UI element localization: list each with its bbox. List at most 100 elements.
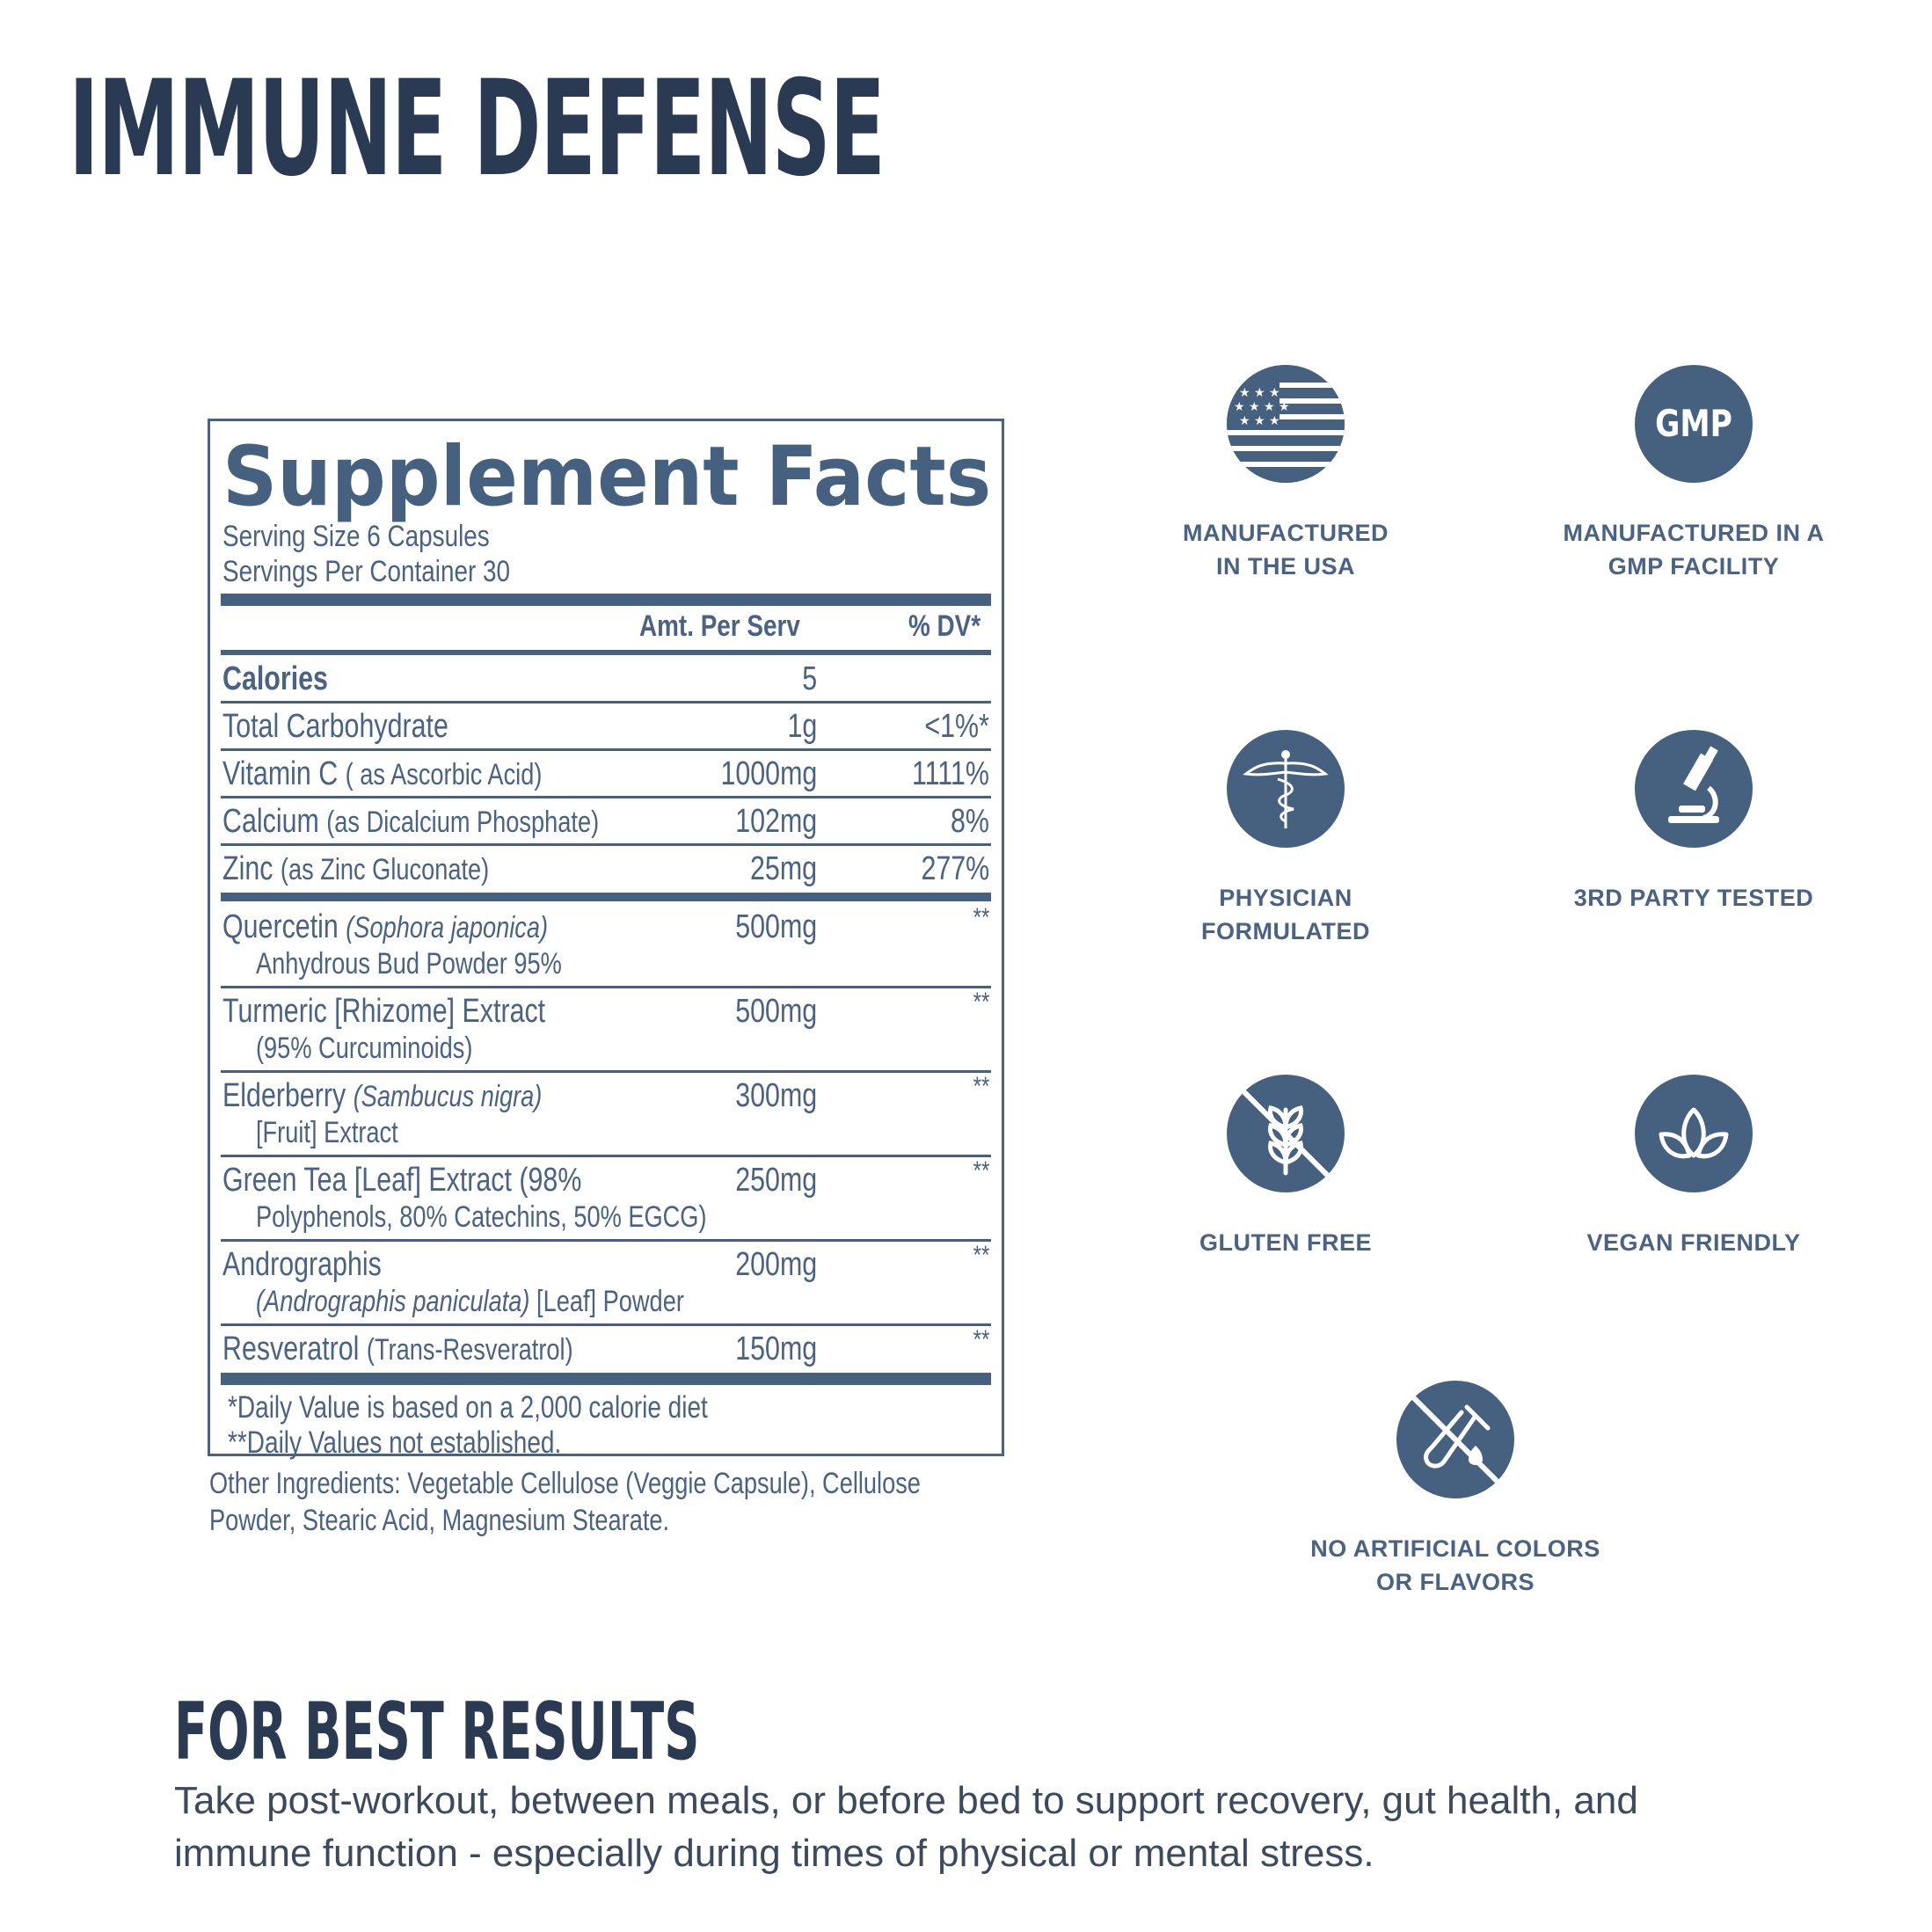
microscope-icon [1635, 730, 1753, 848]
supplement-facts-panel: Supplement Facts Serving Size 6 Capsules… [208, 419, 1004, 1460]
row-calcium-detail: (as Dicalcium Phosphate) [326, 806, 600, 839]
usa-flag-icon: ★ ★ ★ ★ ★ ★ ★ ★ ★ ★ [1227, 365, 1345, 483]
badge-usa-line1: MANUFACTURED [1183, 520, 1389, 546]
page-title: IMMUNE DEFENSE [69, 53, 886, 206]
row-greentea-sub: Polyphenols, 80% Catechins, 50% EGCG) [256, 1200, 707, 1234]
badge-gluten-free: GLUTEN FREE [1141, 1075, 1431, 1259]
row-carb-amount: 1g [787, 708, 817, 745]
row-zinc-amount: 25mg [749, 850, 817, 887]
row-greentea-dv: ** [973, 1156, 989, 1185]
caduceus-icon [1227, 730, 1345, 848]
thick-divider [221, 1373, 991, 1385]
row-resveratrol-amount: 150mg [735, 1331, 817, 1367]
badge-vegan-label: VEGAN FRIENDLY [1549, 1226, 1839, 1259]
badge-usa-label: MANUFACTURED IN THE USA [1141, 516, 1431, 583]
leaf-icon [1635, 1075, 1753, 1192]
gmp-icon-text: GMP [1655, 402, 1732, 445]
row-divider [221, 796, 991, 798]
row-greentea-amount: 250mg [735, 1162, 817, 1199]
row-elderberry-sub: [Fruit] Extract [256, 1116, 398, 1149]
badge-gmp-line1: MANUFACTURED IN A [1563, 520, 1825, 546]
row-calories-amount: 5 [802, 660, 817, 697]
row-calcium-dv: 8% [951, 803, 989, 840]
facts-title: Supplement Facts [222, 429, 992, 525]
row-divider [221, 748, 991, 751]
servings-per-container: Servings Per Container 30 [222, 555, 511, 588]
badge-artificial-line1: NO ARTIFICIAL COLORS [1310, 1535, 1600, 1562]
badge-physician-line1: PHYSICIAN [1219, 885, 1352, 911]
row-carb-name: Total Carbohydrate [222, 708, 448, 745]
divider [221, 650, 991, 655]
row-calcium-name: Calcium (as Dicalcium Phosphate) [222, 803, 599, 841]
row-quercetin-latin: (Sophora japonica) [346, 911, 549, 944]
row-divider [221, 1323, 991, 1326]
row-resveratrol-detail: (Trans-Resveratrol) [366, 1333, 573, 1367]
row-zinc-name: Zinc (as Zinc Gluconate) [222, 850, 489, 888]
row-resveratrol-dv: ** [973, 1325, 989, 1354]
no-wheat-icon [1227, 1075, 1345, 1192]
row-divider [221, 1239, 991, 1242]
row-turmeric-dv: ** [973, 988, 989, 1017]
row-vitc-detail: ( as Ascorbic Acid) [345, 758, 543, 791]
badge-vegan-line1: VEGAN FRIENDLY [1586, 1229, 1801, 1256]
row-turmeric-sub: (95% Curcuminoids) [256, 1032, 473, 1065]
row-quercetin-dv: ** [973, 903, 989, 932]
row-calcium-amount: 102mg [735, 803, 817, 840]
row-turmeric-amount: 500mg [735, 993, 817, 1030]
badge-tested-line1: 3RD PARTY TESTED [1573, 885, 1814, 911]
row-turmeric-name: Turmeric [Rhizome] Extract [222, 993, 546, 1030]
row-resveratrol-name: Resveratrol (Trans-Resveratrol) [222, 1331, 573, 1368]
no-test-tube-icon [1396, 1381, 1514, 1498]
other-ingredients: Other Ingredients: Vegetable Cellulose (… [209, 1467, 921, 1537]
svg-text:★ ★ ★: ★ ★ ★ [1239, 386, 1280, 400]
row-divider [221, 1155, 991, 1157]
row-zinc-dv: 277% [921, 850, 989, 887]
row-quercetin-label: Quercetin [222, 908, 339, 945]
svg-text:★ ★ ★: ★ ★ ★ [1239, 414, 1280, 428]
row-andrographis-part: [Leaf] Powder [536, 1285, 684, 1318]
row-greentea-name: Green Tea [Leaf] Extract (98% [222, 1162, 582, 1199]
row-andrographis-name: Andrographis [222, 1246, 382, 1283]
gmp-icon: GMP [1635, 365, 1753, 483]
row-elderberry-dv: ** [973, 1072, 989, 1101]
thick-divider [221, 594, 991, 606]
row-calcium-label: Calcium [222, 803, 319, 840]
row-divider [221, 843, 991, 846]
row-vitc-amount: 1000mg [720, 755, 817, 792]
badge-gmp-line2: GMP FACILITY [1608, 553, 1780, 580]
row-zinc-detail: (as Zinc Gluconate) [280, 853, 490, 886]
row-divider [221, 701, 991, 704]
footnote-not-established: **Daily Values not established. [228, 1425, 562, 1460]
badge-3rd-party-tested: 3RD PARTY TESTED [1549, 730, 1839, 915]
row-quercetin-amount: 500mg [735, 908, 817, 945]
badge-vegan-friendly: VEGAN FRIENDLY [1549, 1075, 1839, 1259]
row-andrographis-sub: (Andrographis paniculata) [Leaf] Powder [256, 1285, 684, 1319]
badge-no-artificial: NO ARTIFICIAL COLORS OR FLAVORS [1310, 1381, 1600, 1599]
header-dv: % DV* [908, 609, 981, 643]
row-calories-name: Calories [222, 660, 328, 697]
badge-gluten-line1: GLUTEN FREE [1199, 1229, 1372, 1256]
row-andrographis-latin: (Andrographis paniculata) [256, 1285, 530, 1318]
badge-gmp: GMP MANUFACTURED IN A GMP FACILITY [1549, 365, 1839, 583]
serving-size: Serving Size 6 Capsules [222, 520, 490, 553]
row-andrographis-amount: 200mg [735, 1246, 817, 1283]
badge-physician-label: PHYSICIAN FORMULATED [1141, 881, 1431, 948]
badge-tested-label: 3RD PARTY TESTED [1549, 881, 1839, 915]
badge-gmp-label: MANUFACTURED IN A GMP FACILITY [1549, 516, 1839, 583]
badge-usa-line2: IN THE USA [1215, 553, 1355, 580]
row-carb-dv: <1%* [924, 708, 989, 745]
badge-gluten-label: GLUTEN FREE [1141, 1226, 1431, 1259]
badge-physician: PHYSICIAN FORMULATED [1141, 730, 1431, 948]
row-quercetin-sub: Anhydrous Bud Powder 95% [256, 947, 562, 981]
best-results-title: FOR BEST RESULTS [174, 1686, 700, 1778]
row-vitc-name: Vitamin C ( as Ascorbic Acid) [222, 755, 542, 793]
row-elderberry-name: Elderberry (Sambucus nigra) [222, 1077, 542, 1115]
row-resveratrol-label: Resveratrol [222, 1331, 360, 1367]
row-andrographis-dv: ** [973, 1241, 989, 1270]
footnote-daily-value: *Daily Value is based on a 2,000 calorie… [228, 1390, 708, 1425]
best-results-text: Take post-workout, between meals, or bef… [174, 1779, 1638, 1875]
row-elderberry-latin: (Sambucus nigra) [353, 1080, 543, 1113]
badge-artificial-label: NO ARTIFICIAL COLORS OR FLAVORS [1310, 1532, 1600, 1599]
row-quercetin-name: Quercetin (Sophora japonica) [222, 908, 548, 946]
header-amount: Amt. Per Serv [639, 609, 800, 643]
